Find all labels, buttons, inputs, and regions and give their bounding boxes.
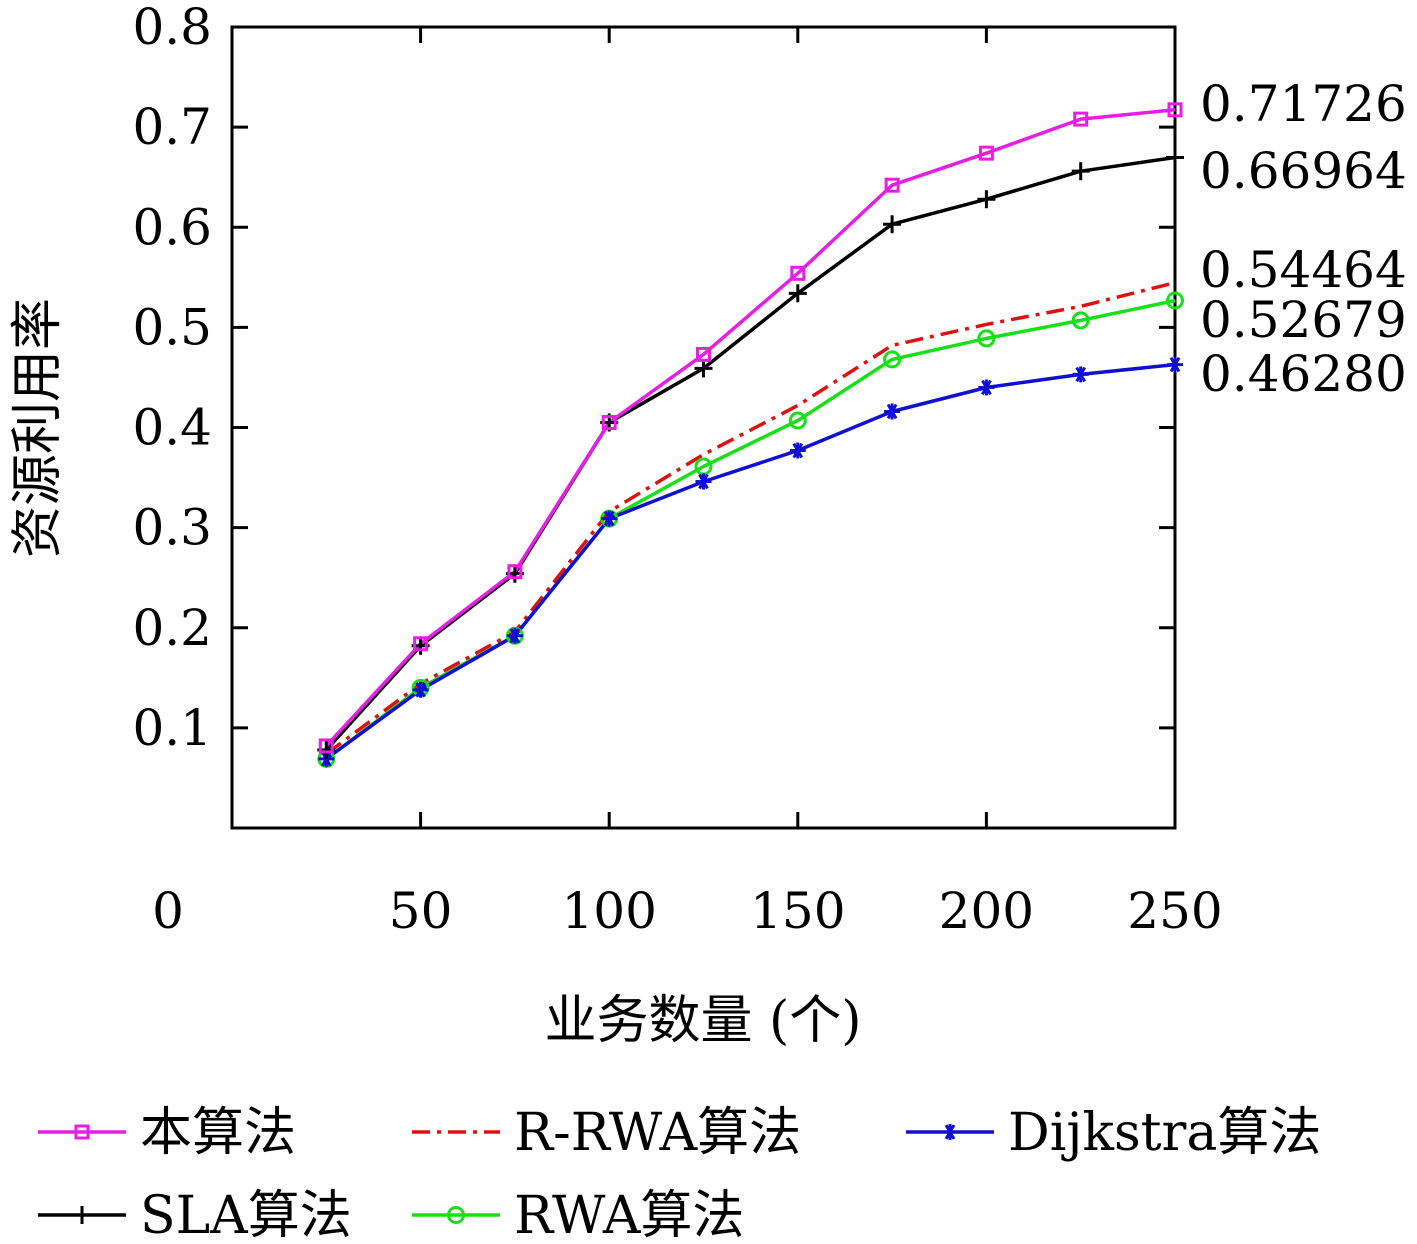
square-marker-shape — [884, 177, 900, 193]
y-tick-label: 0.6 — [132, 198, 212, 256]
circle-marker-shape — [447, 1206, 465, 1224]
data-point — [1166, 148, 1184, 167]
series-line-2 — [325, 281, 1176, 756]
square-marker-shape — [413, 636, 429, 652]
x-axis-title: 业务数量 (个) — [544, 991, 861, 1051]
circle-marker-shape — [788, 411, 807, 430]
data-point — [1073, 111, 1089, 127]
data-point — [884, 403, 901, 420]
axes — [230, 25, 1177, 830]
y-tick-label: 0.5 — [132, 298, 212, 356]
data-point — [694, 359, 713, 378]
data-point — [318, 738, 334, 754]
data-point — [977, 190, 996, 209]
circle-marker-shape — [977, 329, 996, 348]
square-marker-shape — [1167, 102, 1183, 118]
legend: 本算法 R-RWA算法 Dijkstra算法 SLA算法 RWA算法 — [38, 1103, 1321, 1244]
legend-label: 本算法 — [140, 1103, 296, 1163]
data-point — [883, 350, 902, 369]
legend-marker — [942, 1124, 958, 1140]
x-tick-label: 100 — [561, 882, 656, 940]
square-marker-shape — [507, 564, 523, 580]
legend-marker — [74, 1124, 90, 1140]
legend-label: R-RWA算法 — [514, 1103, 801, 1163]
data-point — [601, 510, 618, 527]
y-tick-label: 0.4 — [132, 399, 212, 457]
y-tick-label: 0.1 — [132, 699, 212, 757]
data-point — [1167, 356, 1183, 373]
data-point — [789, 442, 806, 459]
data-point — [790, 265, 806, 281]
end-value-label: 0.66964 — [1200, 142, 1407, 200]
y-tick-label: 0.8 — [132, 0, 212, 56]
end-value-label: 0.52679 — [1200, 291, 1407, 349]
series-line-0 — [325, 108, 1176, 748]
legend-label: RWA算法 — [514, 1186, 744, 1244]
data-point — [695, 473, 712, 490]
data-point — [696, 346, 711, 362]
series-line-1 — [325, 155, 1176, 752]
tick-labels: 0.1 0.2 0.3 0.4 0.5 0.6 0.7 0.8 0 50 100 150 200 250 — [132, 0, 1222, 940]
circle-marker-shape — [1071, 311, 1090, 330]
x-tick-label: 150 — [750, 882, 845, 940]
data-point — [788, 284, 807, 303]
legend-entry: 本算法 — [38, 1103, 296, 1163]
legend-marker — [447, 1206, 465, 1224]
data-point — [1167, 102, 1183, 118]
data-point — [412, 681, 429, 698]
data-point — [883, 215, 902, 234]
y-axis-title: 资源利用率 — [8, 298, 68, 558]
data-point — [601, 414, 617, 430]
y-tick-label: 0.3 — [132, 499, 212, 557]
data-point — [978, 379, 995, 396]
data-point — [1071, 311, 1090, 330]
legend-entry: RWA算法 — [412, 1186, 744, 1244]
x-tick-label: 50 — [389, 882, 453, 940]
data-point — [978, 145, 994, 161]
square-marker-shape — [601, 414, 617, 430]
legend-entry: Dijkstra算法 — [906, 1103, 1321, 1163]
x-tick-label: 0 — [152, 882, 184, 940]
square-marker-shape — [696, 346, 711, 362]
square-marker-shape — [978, 145, 994, 161]
data-point — [1166, 291, 1184, 310]
circle-marker-shape — [883, 350, 902, 369]
data-point — [977, 329, 996, 348]
series-lines — [325, 108, 1176, 761]
legend-marker — [73, 1206, 91, 1224]
x-tick-label: 200 — [939, 882, 1034, 940]
y-tick-label: 0.7 — [132, 98, 212, 156]
plot-frame — [230, 25, 1177, 830]
end-value-label: 0.46280 — [1200, 345, 1407, 403]
circle-marker-shape — [1166, 291, 1184, 310]
y-tick-label: 0.2 — [132, 599, 212, 657]
end-value-label: 0.71726 — [1200, 75, 1407, 133]
square-marker-shape — [74, 1124, 90, 1140]
x-tick-label: 250 — [1127, 882, 1222, 940]
legend-entry: R-RWA算法 — [412, 1103, 801, 1163]
data-point — [1071, 162, 1090, 181]
data-point — [1072, 366, 1089, 383]
square-marker-shape — [1073, 111, 1089, 127]
data-point — [507, 564, 523, 580]
legend-label: Dijkstra算法 — [1008, 1103, 1321, 1163]
data-point — [788, 411, 807, 430]
series-line-4 — [325, 362, 1176, 761]
end-value-label: 0.54464 — [1200, 241, 1407, 299]
data-point — [884, 177, 900, 193]
legend-entry: SLA算法 — [38, 1186, 352, 1244]
square-marker-shape — [790, 265, 806, 281]
legend-label: SLA算法 — [140, 1186, 352, 1244]
data-point — [413, 636, 429, 652]
square-marker-shape — [318, 738, 334, 754]
data-point — [506, 627, 523, 644]
series-markers — [317, 102, 1184, 768]
series-line-3 — [325, 298, 1176, 761]
